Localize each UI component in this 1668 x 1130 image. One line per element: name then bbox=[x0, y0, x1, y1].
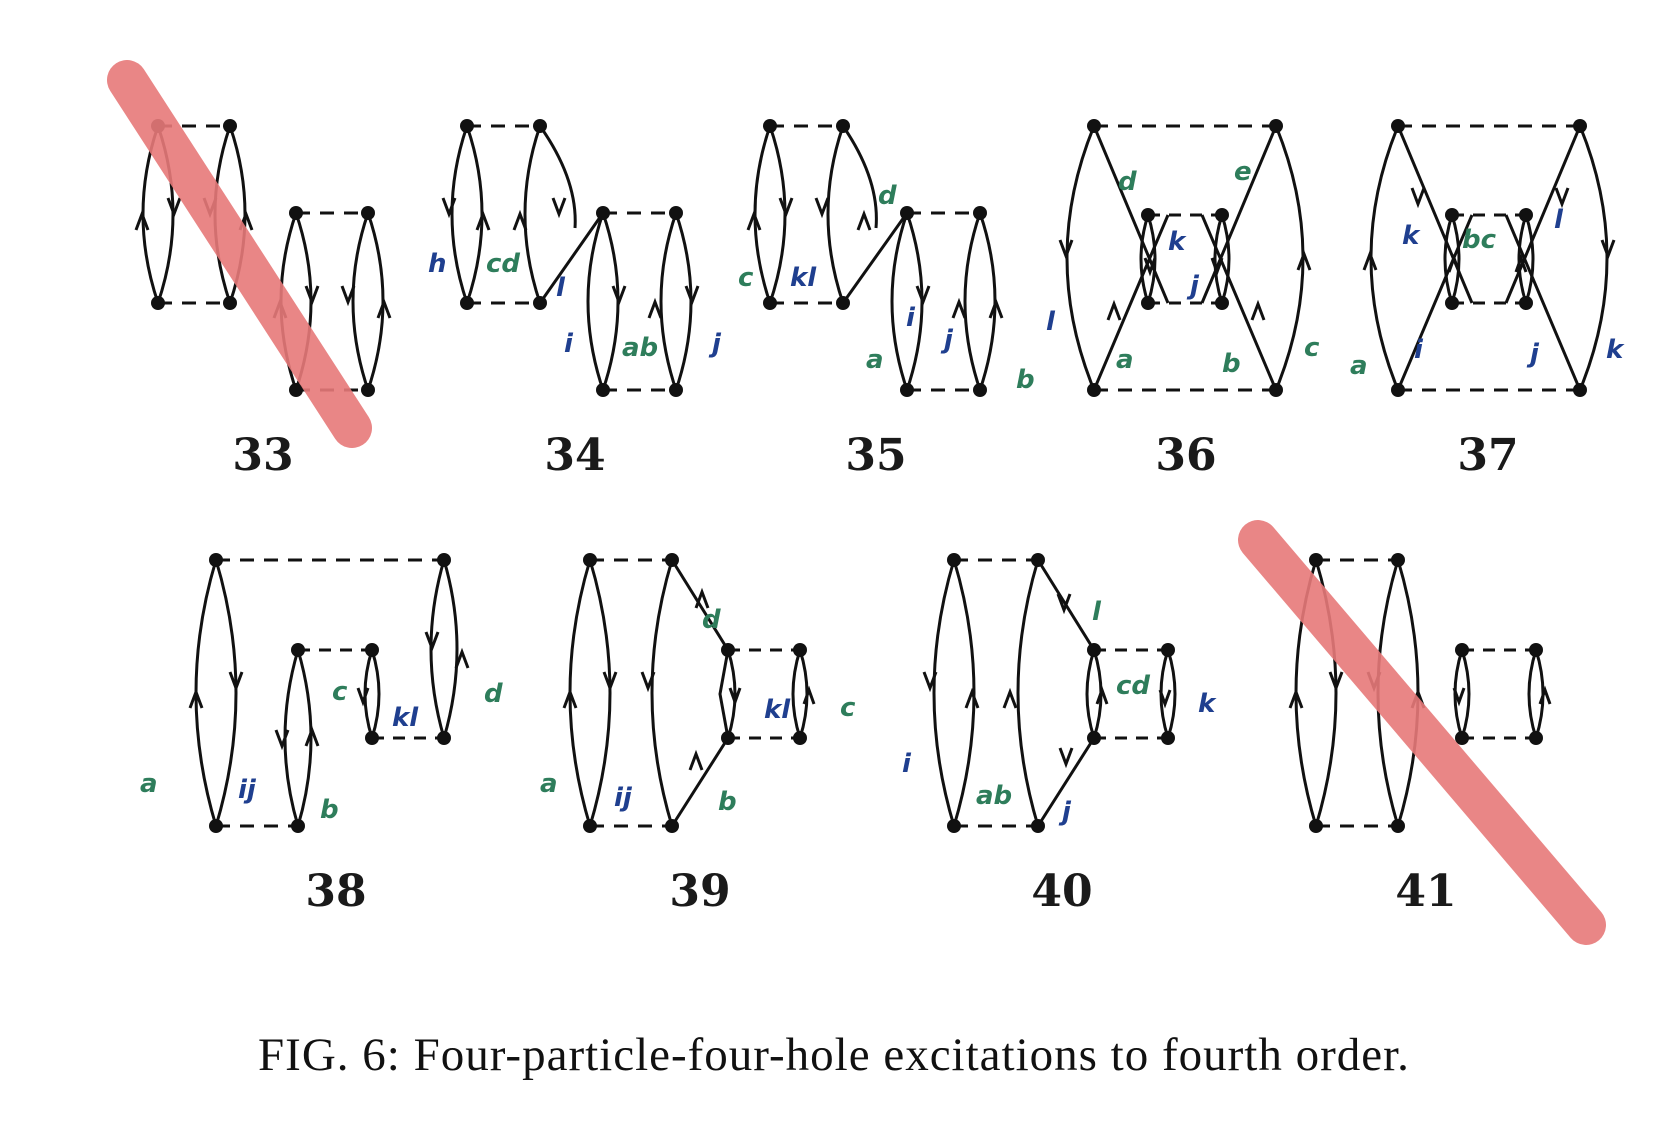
label-36-j: j bbox=[1186, 271, 1200, 301]
diagram-36 bbox=[1058, 119, 1312, 397]
label-37-a: a bbox=[1350, 351, 1368, 381]
label-39-a: a bbox=[540, 769, 558, 799]
diagram-37 bbox=[1362, 119, 1616, 397]
label-37-bc: bc bbox=[1462, 225, 1497, 255]
label-40-cd: cd bbox=[1116, 671, 1150, 701]
diagram-number-33: 33 bbox=[232, 430, 293, 481]
label-36-k: k bbox=[1168, 227, 1187, 257]
diagram-38 bbox=[188, 553, 470, 833]
label-36-d: d bbox=[1118, 167, 1137, 197]
label-35-b: b bbox=[1016, 365, 1035, 395]
label-39-ij: ij bbox=[614, 783, 633, 813]
label-40-l: l bbox=[1092, 597, 1102, 627]
label-38-ij: ij bbox=[238, 775, 257, 805]
strike-out-41 bbox=[1238, 520, 1606, 945]
label-35-d: d bbox=[878, 181, 897, 211]
diagram-number-39: 39 bbox=[669, 866, 730, 917]
diagram-number-35: 35 bbox=[845, 430, 906, 481]
label-35-a: a bbox=[866, 345, 884, 375]
label-35-kl: kl bbox=[790, 263, 817, 293]
label-40-ab: ab bbox=[976, 781, 1012, 811]
diagram-number-38: 38 bbox=[305, 866, 366, 917]
diagram-35 bbox=[746, 119, 1004, 397]
label-37-i: i bbox=[1414, 335, 1424, 365]
label-34-cd: cd bbox=[486, 249, 520, 279]
label-37-k-bottom: k bbox=[1606, 335, 1625, 365]
label-40-i: i bbox=[902, 749, 912, 779]
label-34-i: i bbox=[564, 329, 574, 359]
label-35-j: j bbox=[940, 325, 954, 355]
label-38-c: c bbox=[332, 677, 348, 707]
label-37-k-top: k bbox=[1402, 221, 1421, 251]
label-40-j: j bbox=[1058, 797, 1072, 827]
diagram-41 bbox=[1288, 553, 1552, 833]
diagram-number-41: 41 bbox=[1395, 866, 1456, 917]
label-38-a: a bbox=[140, 769, 158, 799]
label-36-l: l bbox=[1046, 307, 1056, 337]
label-34-j: j bbox=[708, 329, 722, 359]
label-34-ab: ab bbox=[622, 333, 658, 363]
label-34-l: l bbox=[556, 273, 566, 303]
label-39-b: b bbox=[718, 787, 737, 817]
diagram-number-37: 37 bbox=[1457, 430, 1518, 481]
label-37-j: j bbox=[1526, 339, 1540, 369]
diagram-number-36: 36 bbox=[1155, 430, 1216, 481]
strike-out-33 bbox=[107, 60, 372, 448]
label-38-b: b bbox=[320, 795, 339, 825]
label-38-d: d bbox=[484, 679, 503, 709]
label-39-d: d bbox=[702, 605, 721, 635]
label-39-kl: kl bbox=[764, 695, 791, 725]
label-36-c: c bbox=[1304, 333, 1320, 363]
diagram-34 bbox=[441, 119, 700, 397]
label-35-c: c bbox=[738, 263, 754, 293]
label-34-h: h bbox=[428, 249, 447, 279]
diagram-number-34: 34 bbox=[544, 430, 605, 481]
diagram-40 bbox=[922, 553, 1177, 833]
label-39-c: c bbox=[840, 693, 856, 723]
diagram-number-40: 40 bbox=[1031, 866, 1092, 917]
label-37-l: l bbox=[1554, 205, 1564, 235]
figure-caption: FIG. 6: Four-particle-four-hole excitati… bbox=[258, 1029, 1410, 1081]
label-38-kl: kl bbox=[392, 703, 419, 733]
label-36-e: e bbox=[1234, 157, 1252, 187]
diagram-39 bbox=[562, 553, 816, 833]
label-36-a: a bbox=[1116, 345, 1134, 375]
label-35-i: i bbox=[906, 303, 916, 333]
label-40-k: k bbox=[1198, 689, 1217, 719]
label-36-b: b bbox=[1222, 349, 1241, 379]
